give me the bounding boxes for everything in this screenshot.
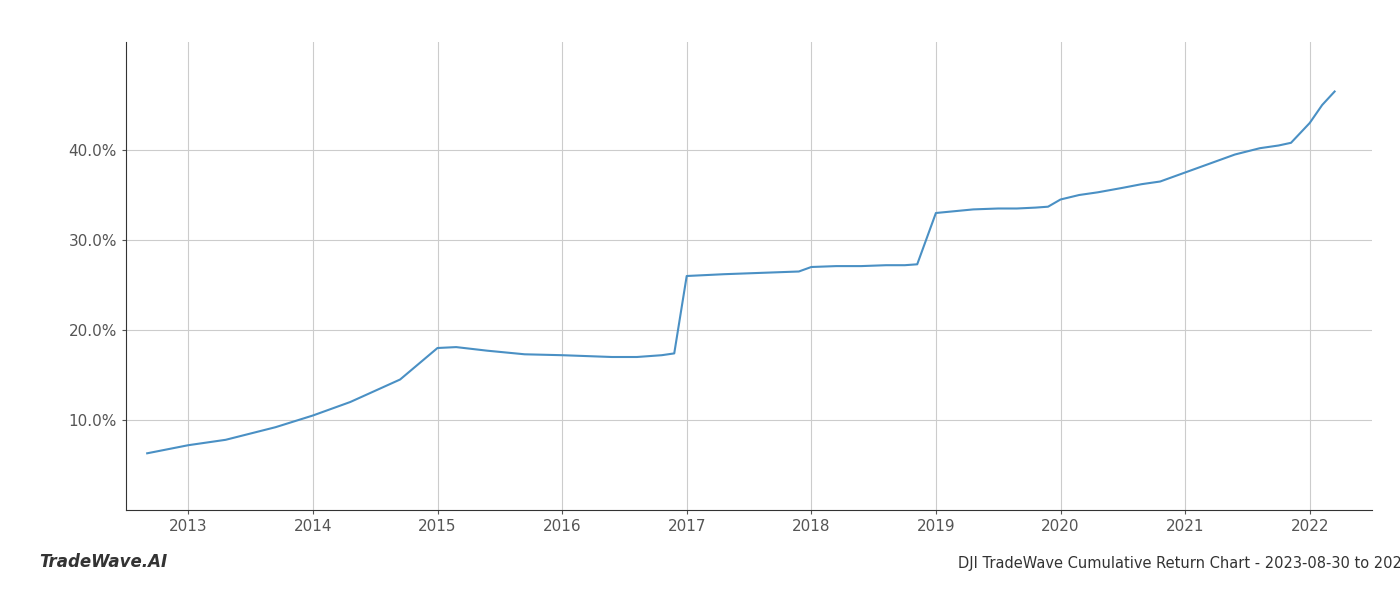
- Text: TradeWave.AI: TradeWave.AI: [39, 553, 167, 571]
- Text: DJI TradeWave Cumulative Return Chart - 2023-08-30 to 2023-11-08: DJI TradeWave Cumulative Return Chart - …: [959, 556, 1400, 571]
